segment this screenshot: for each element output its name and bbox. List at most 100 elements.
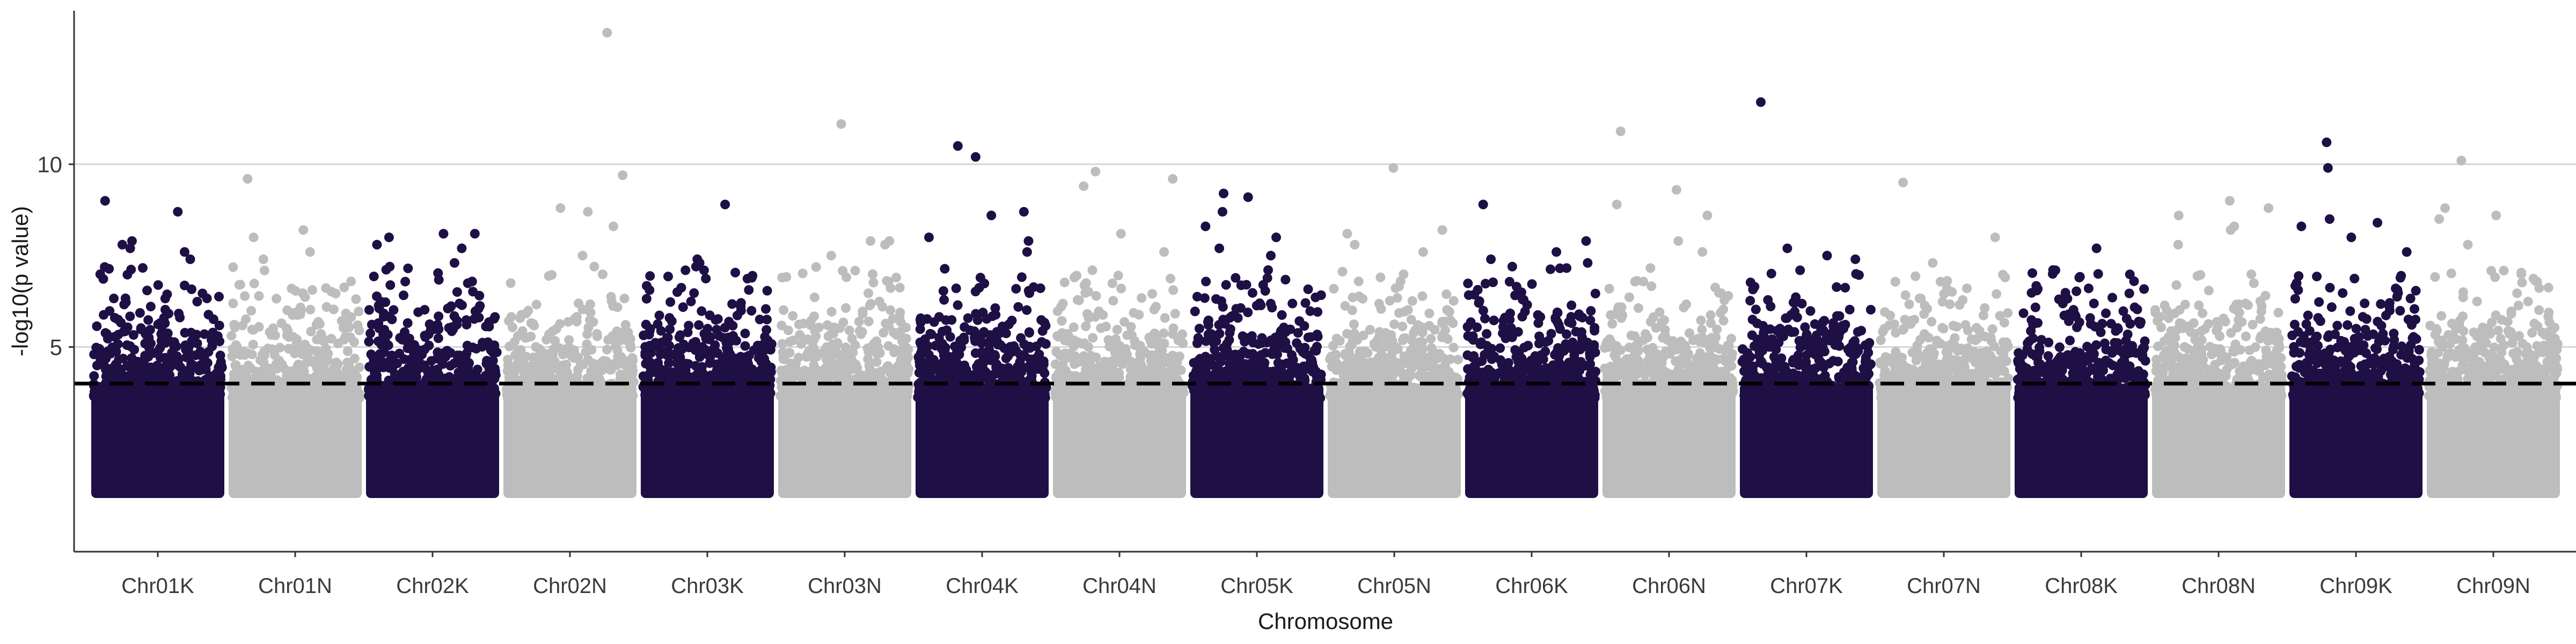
snp-point: [288, 332, 298, 342]
snp-point: [395, 391, 405, 401]
snp-point: [1052, 306, 1063, 316]
snp-point: [1037, 337, 1047, 347]
snp-point: [259, 358, 269, 368]
chromosome-points-Chr04N: [1050, 166, 1189, 499]
snp-point: [822, 342, 832, 352]
snp-point: [1489, 316, 1499, 325]
data-points: [89, 27, 2563, 499]
snp-point: [1024, 288, 1035, 298]
snp-point: [866, 236, 876, 246]
snp-point: [863, 317, 874, 327]
snp-point: [721, 338, 731, 348]
snp-point: [420, 377, 430, 387]
snp-point: [766, 339, 777, 349]
snp-point: [1036, 393, 1046, 403]
snp-point: [1287, 298, 1298, 309]
snp-point: [1421, 360, 1431, 370]
peak-point-Chr05K: [1219, 188, 1228, 199]
snp-point: [794, 319, 804, 330]
snp-point: [550, 356, 560, 367]
dense-snp-cloud: [641, 383, 774, 499]
snp-point: [1195, 354, 1205, 364]
snp-point: [259, 374, 269, 384]
snp-point: [153, 280, 163, 290]
snp-point: [333, 338, 343, 348]
snp-point: [970, 287, 980, 297]
snp-point: [1409, 328, 1419, 338]
snp-point: [699, 265, 709, 275]
snp-point: [371, 371, 382, 381]
snp-point: [1353, 276, 1364, 287]
snp-point: [710, 387, 720, 397]
snp-point: [1166, 274, 1175, 284]
snp-point: [564, 335, 574, 345]
snp-point: [109, 313, 120, 323]
snp-point: [757, 365, 766, 375]
snp-point: [104, 264, 114, 274]
dense-snp-cloud: [91, 383, 224, 499]
snp-point: [1088, 333, 1098, 343]
snp-point: [1486, 349, 1496, 359]
snp-point: [1373, 391, 1383, 401]
snp-point: [853, 393, 863, 403]
snp-point: [680, 265, 691, 275]
snp-point: [135, 385, 145, 395]
snp-point: [105, 372, 115, 383]
snp-point: [1586, 306, 1596, 316]
dense-snp-cloud: [366, 383, 499, 499]
snp-point: [136, 371, 146, 381]
snp-point: [434, 311, 444, 321]
snp-point: [1463, 279, 1473, 289]
snp-point: [1562, 263, 1572, 273]
snp-point: [1016, 272, 1027, 282]
snp-point: [1648, 312, 1658, 322]
snp-point: [1178, 338, 1188, 348]
snp-point: [1108, 296, 1118, 306]
snp-point: [434, 275, 444, 285]
snp-point: [845, 348, 855, 358]
snp-point: [697, 306, 707, 316]
snp-point: [288, 310, 298, 320]
snp-point: [1266, 251, 1276, 261]
snp-point: [1069, 322, 1079, 332]
snp-point: [1017, 388, 1027, 398]
snp-point: [389, 384, 399, 394]
snp-point: [1437, 317, 1447, 327]
snp-point: [167, 390, 177, 400]
snp-point: [1394, 360, 1404, 370]
snp-point: [947, 315, 957, 325]
snp-point: [626, 392, 636, 402]
snp-point: [1147, 289, 1158, 299]
snp-point: [872, 336, 882, 346]
snp-point: [1507, 261, 1517, 272]
snp-point: [999, 392, 1009, 402]
snp-point: [284, 344, 294, 354]
snp-point: [290, 286, 301, 296]
snp-point: [1303, 284, 1313, 294]
snp-point: [777, 273, 787, 283]
peak-point-Chr03K: [720, 200, 730, 209]
snp-point: [202, 294, 212, 303]
snp-point: [828, 350, 838, 360]
snp-point: [808, 379, 818, 390]
snp-point: [157, 372, 167, 383]
snp-point: [868, 269, 878, 279]
snp-point: [1161, 357, 1171, 367]
snp-point: [1205, 358, 1216, 369]
snp-point: [609, 221, 618, 231]
snp-point: [1346, 392, 1357, 402]
snp-point: [1604, 284, 1614, 294]
chromosome-points-Chr06N: [1600, 126, 1738, 499]
snp-point: [766, 362, 776, 372]
snp-point: [280, 384, 290, 394]
snp-point: [119, 393, 129, 403]
snp-point: [987, 311, 998, 321]
snp-point: [923, 365, 933, 376]
snp-point: [304, 354, 314, 364]
snp-point: [885, 368, 895, 378]
snp-point: [841, 380, 851, 390]
snp-point: [1122, 349, 1132, 360]
snp-point: [847, 334, 857, 344]
snp-point: [1261, 368, 1271, 378]
snp-point: [938, 286, 948, 296]
